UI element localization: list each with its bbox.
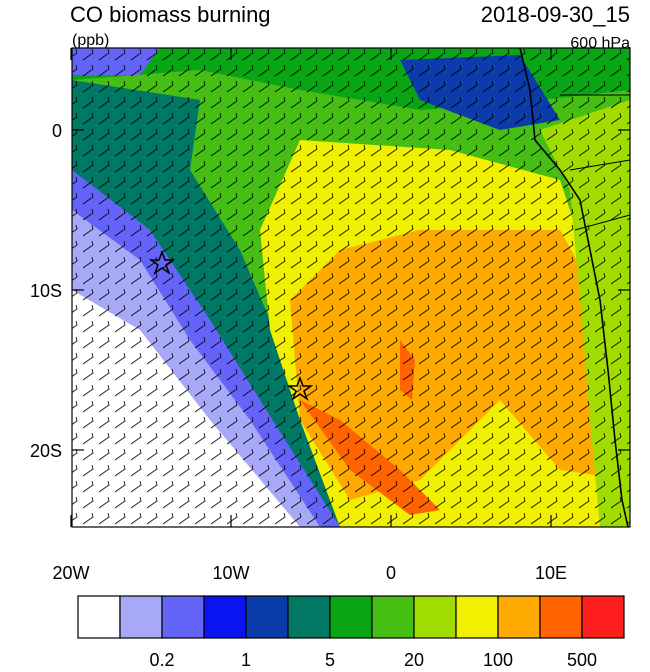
lon-label: 0	[386, 563, 396, 583]
lon-label: 10W	[212, 563, 249, 583]
colorbar-box	[245, 595, 289, 639]
colorbar-box	[203, 595, 247, 639]
lat-label: 20S	[30, 441, 62, 461]
lon-label: 10E	[535, 563, 567, 583]
colorbar-label: 5	[325, 650, 335, 667]
colorbar-label: 0.2	[149, 650, 174, 667]
colorbar-label: 100	[483, 650, 513, 667]
map-field	[72, 48, 630, 527]
time: 2018-09-30_15	[481, 2, 630, 27]
colorbar-box	[581, 595, 625, 639]
title: CO biomass burning	[70, 2, 271, 27]
colorbar-box	[455, 595, 499, 639]
level: 600 hPa	[570, 35, 630, 52]
colorbar-box	[413, 595, 457, 639]
colorbar-box	[287, 595, 331, 639]
colorbar-label: 1	[241, 650, 251, 667]
colorbar-box	[161, 595, 205, 639]
colorbar-box	[539, 595, 583, 639]
lat-label: 0	[52, 121, 62, 141]
lat-label: 10S	[30, 281, 62, 301]
colorbar-box	[371, 595, 415, 639]
map-frame	[71, 47, 631, 528]
colorbar-box	[77, 595, 121, 639]
colorbar-box	[119, 595, 163, 639]
colorbar-label: 20	[404, 650, 424, 667]
colorbar-box	[329, 595, 373, 639]
colorbar-box	[497, 595, 541, 639]
lon-label: 20W	[52, 563, 89, 583]
colorbar-label: 500	[567, 650, 597, 667]
units: (ppb)	[72, 32, 109, 49]
